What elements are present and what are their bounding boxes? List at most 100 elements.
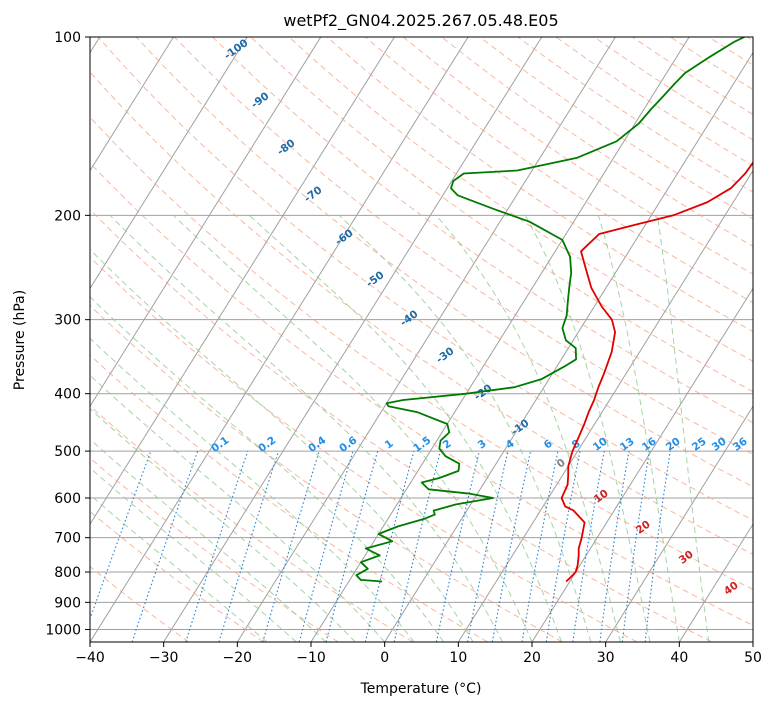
isotherm-line xyxy=(605,405,753,642)
x-tick-label: −30 xyxy=(149,650,179,666)
dry-adiabat-line xyxy=(90,457,339,642)
dry-adiabat-line xyxy=(90,256,638,642)
isotherm-line xyxy=(90,37,469,642)
y-tick-label: 100 xyxy=(54,30,81,46)
x-tick-label: 40 xyxy=(670,650,688,666)
isotherm-line xyxy=(90,37,174,172)
dry-adiabat-line xyxy=(90,304,563,642)
y-tick-label: 700 xyxy=(54,531,81,547)
isotherm-label: -40 xyxy=(398,308,420,329)
moist-adiabat-line xyxy=(338,214,592,642)
temperature-profile-line xyxy=(560,161,753,583)
isotherm-line xyxy=(236,37,616,642)
dry-adiabat-line xyxy=(326,37,753,333)
isotherm-label: -30 xyxy=(434,345,456,366)
moist-adiabat-line xyxy=(90,296,445,642)
isotherm-line xyxy=(90,37,248,290)
moist-adiabat-line xyxy=(90,337,415,642)
dry-adiabat-line xyxy=(364,37,753,304)
dewpoint-profile-line xyxy=(355,37,745,583)
x-tick-label: −40 xyxy=(75,650,105,666)
wetbulb-label: 0 xyxy=(555,457,568,471)
isotherm-label: -60 xyxy=(333,227,355,248)
line-labels: 0.1 0.2 0.4 0.6 1 1.5 2 3 4 6 8 10 13 16 20 25 30 36-100-… xyxy=(209,37,749,598)
moist-adiabat-line xyxy=(90,494,268,642)
moist-adiabat-line xyxy=(90,467,297,642)
mixing-ratio-line xyxy=(325,450,379,642)
y-tick-label: 500 xyxy=(54,444,81,460)
moist-adiabat-line xyxy=(90,408,356,642)
mixing-ratio-label: 0.1 xyxy=(209,434,231,455)
mixing-ratio-line xyxy=(435,450,480,642)
dry-adiabat-line xyxy=(250,37,753,393)
background-lines xyxy=(90,37,753,642)
mixing-ratio-line xyxy=(393,450,442,642)
moist-adiabat-line xyxy=(90,374,386,642)
mixing-ratio-line xyxy=(298,450,354,642)
y-tick-label: 800 xyxy=(54,565,81,581)
mixing-ratio-line xyxy=(131,450,199,642)
mixing-ratio-line xyxy=(644,451,671,642)
dry-adiabat-line xyxy=(90,354,488,642)
moist-adiabat-line xyxy=(90,248,474,642)
wetbulb-label: 40 xyxy=(722,579,741,597)
mixing-ratio-label: 6 xyxy=(542,438,555,452)
x-tick-label: 0 xyxy=(380,650,389,666)
y-tick-label: 300 xyxy=(54,313,81,329)
isotherm-label: -80 xyxy=(275,137,297,158)
plot-frame xyxy=(89,36,754,643)
y-tick-label: 600 xyxy=(54,491,81,507)
dry-adiabat-line xyxy=(174,37,753,455)
isotherm-line xyxy=(457,169,753,642)
isotherm-line xyxy=(163,37,543,642)
isotherm-line xyxy=(678,523,753,642)
y-tick-label: 1000 xyxy=(45,622,81,638)
moist-adiabat-line xyxy=(249,214,562,642)
dry-adiabat-line xyxy=(708,37,753,66)
dry-adiabat-line xyxy=(90,71,753,555)
dry-adiabat-line xyxy=(90,162,753,627)
dry-adiabat-line xyxy=(479,37,753,220)
mixing-ratio-line xyxy=(572,450,605,642)
isotherm-line xyxy=(90,37,395,526)
isotherm-line xyxy=(531,287,753,642)
mixing-ratio-line xyxy=(364,450,415,642)
mixing-ratio-line xyxy=(621,451,651,642)
isotherm-line xyxy=(752,641,753,642)
mixing-ratio-line xyxy=(491,450,532,642)
mixing-ratio-line xyxy=(262,450,320,642)
isotherm-label: -100 xyxy=(222,37,250,62)
mixing-ratio-line xyxy=(90,450,152,621)
moist-adiabat-line xyxy=(435,214,621,642)
moist-adiabat-line xyxy=(597,215,680,642)
mixing-ratio-label: 4 xyxy=(504,438,517,452)
series-layer xyxy=(355,37,753,583)
axis-ticks: −40 −30 −20 −10 0 10 20 30 40 5010020030040050060… xyxy=(45,30,762,666)
dry-adiabat-line xyxy=(97,37,753,521)
x-tick-label: 50 xyxy=(744,650,762,666)
dry-adiabat-line xyxy=(90,405,414,642)
moist-adiabat-line xyxy=(109,214,503,642)
y-tick-label: 200 xyxy=(54,208,81,224)
chart-title: wetPf2_GN04.2025.267.05.48.E05 xyxy=(283,11,558,31)
mixing-ratio-line xyxy=(185,450,249,642)
dry-adiabat-line xyxy=(632,37,753,116)
dry-adiabat-line xyxy=(90,208,712,642)
mixing-ratio-label: 0.2 xyxy=(256,434,278,455)
moist-adiabat-line xyxy=(173,214,533,642)
isotherm-line xyxy=(90,37,322,408)
isotherm-line xyxy=(310,37,690,642)
dry-adiabat-line xyxy=(441,37,753,247)
isotherm-line xyxy=(384,51,753,642)
mixing-ratio-line xyxy=(545,450,581,642)
isotherm-label: -70 xyxy=(302,184,324,205)
dry-adiabat-line xyxy=(288,37,753,362)
y-axis-label: Pressure (hPa) xyxy=(12,290,28,390)
moist-adiabat-line xyxy=(90,438,327,642)
dry-adiabat-line xyxy=(90,116,753,591)
x-tick-label: −20 xyxy=(223,650,253,666)
x-axis-label: Temperature (°C) xyxy=(360,681,482,697)
x-tick-label: −10 xyxy=(296,650,326,666)
mixing-ratio-label: 1 xyxy=(383,438,396,452)
